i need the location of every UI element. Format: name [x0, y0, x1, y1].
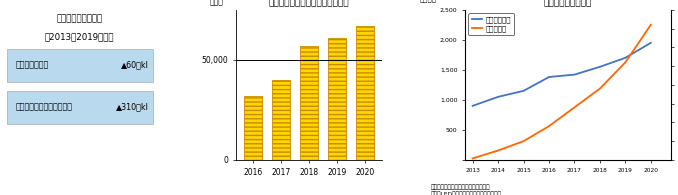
- Text: （万台）: （万台）: [420, 0, 437, 2]
- Text: ▲310万kl: ▲310万kl: [115, 103, 148, 112]
- Text: ▲60万kl: ▲60万kl: [121, 61, 148, 70]
- Text: 家庭部門の省エネ量: 家庭部門の省エネ量: [57, 14, 103, 23]
- Bar: [328, 38, 346, 160]
- Title: LED照明普及台数
高効率給湯器の台数: LED照明普及台数 高効率給湯器の台数: [543, 0, 593, 8]
- Text: （2013－2019年度）: （2013－2019年度）: [45, 32, 115, 41]
- FancyBboxPatch shape: [7, 49, 153, 82]
- Bar: [272, 80, 290, 160]
- Legend: 高効率給湯器, 省エネ照明: 高効率給湯器, 省エネ照明: [468, 13, 514, 35]
- Bar: [356, 26, 374, 160]
- Text: 右軸：LED照明普及台数（累積出荷台数）: 右軸：LED照明普及台数（累積出荷台数）: [431, 191, 502, 195]
- Text: 左軸：高効率給湯器（累積出荷台数）: 左軸：高効率給湯器（累積出荷台数）: [431, 184, 490, 190]
- Text: （戸）: （戸）: [210, 0, 224, 7]
- FancyBboxPatch shape: [7, 91, 153, 124]
- Bar: [300, 46, 318, 160]
- Title: ゼロエネルギーハウスの供給戸数: ゼロエネルギーハウスの供給戸数: [268, 0, 349, 8]
- Bar: [243, 96, 262, 160]
- Text: 住宅の省エネ化: 住宅の省エネ化: [16, 61, 49, 70]
- Text: 高効率省エネ機器の普及等: 高効率省エネ機器の普及等: [16, 103, 73, 112]
